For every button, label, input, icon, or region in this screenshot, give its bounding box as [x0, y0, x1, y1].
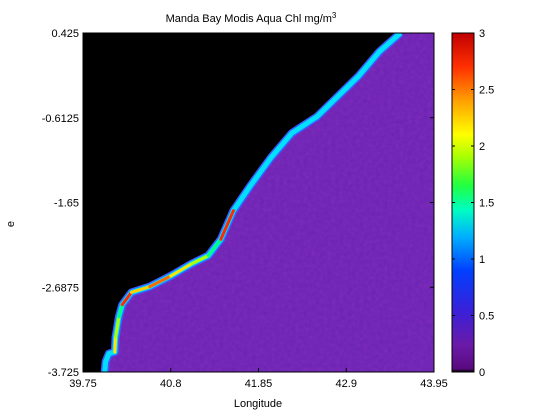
- y-axis-label: e: [5, 221, 17, 227]
- colorbar-ticks: 0 0.5 1 1.5 2 2.5 3: [452, 28, 494, 379]
- coastal-hotspot-segment: [117, 303, 124, 319]
- colorbar-tick-label: 2: [479, 141, 485, 153]
- coastal-hotspot-segment: [129, 285, 152, 294]
- y-tick-label: 0.425: [51, 28, 79, 40]
- y-tick-label: -1.65: [54, 198, 79, 210]
- coastal-hotspot-segment: [148, 274, 173, 289]
- x-axis-label: Longitude: [234, 398, 282, 410]
- colorbar-tick-label: 2.5: [479, 85, 494, 97]
- y-axis-ticks: 0.425 -0.6125 -1.65 -2.6875 -3.725: [42, 28, 434, 379]
- colorbar-tick-label: 0.5: [479, 311, 494, 323]
- coastal-hotspot-segment: [190, 254, 210, 266]
- chart-title: Manda Bay Modis Aqua Chl mg/m3: [166, 11, 337, 25]
- colorbar-tick-label: 3: [479, 28, 485, 40]
- coastal-hotspot-segment: [120, 290, 133, 307]
- y-tick-label: -3.725: [48, 367, 79, 379]
- coastal-hotspot-segment: [169, 262, 194, 278]
- x-tick-label: 39.75: [69, 378, 97, 390]
- colorbar-tick-label: 0: [479, 367, 485, 379]
- plot-area: [83, 33, 434, 372]
- y-tick-label: -2.6875: [42, 282, 79, 294]
- chart-title-superscript: 3: [332, 11, 337, 20]
- x-tick-label: 40.8: [160, 378, 181, 390]
- coastal-hotspot-segment: [113, 335, 118, 354]
- coastal-hotspot-segment: [219, 209, 235, 241]
- colorbar-tick-label: 1.5: [479, 198, 494, 210]
- coastal-hotspot-segment: [206, 237, 223, 258]
- colorbar-tick-label: 1: [479, 254, 485, 266]
- x-tick-label: 41.85: [245, 378, 273, 390]
- y-tick-label: -0.6125: [42, 113, 79, 125]
- coastal-hotspot-segment: [114, 315, 121, 339]
- land-mask: [83, 33, 401, 372]
- x-axis-ticks: 39.75 40.8 41.85 42.9 43.95: [69, 33, 448, 390]
- x-tick-label: 43.95: [420, 378, 448, 390]
- x-tick-label: 42.9: [336, 378, 357, 390]
- colorbar: 0 0.5 1 1.5 2 2.5 3: [451, 28, 494, 379]
- colorbar-gradient: [452, 33, 474, 372]
